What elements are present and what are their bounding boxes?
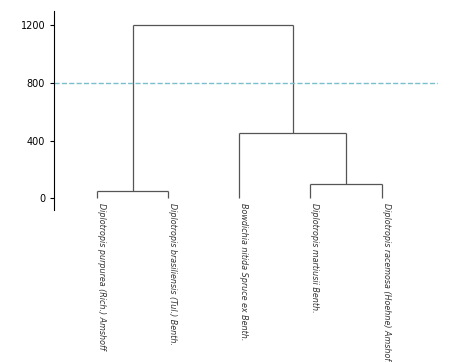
Text: Diplotropis martiusii Benth.: Diplotropis martiusii Benth. bbox=[310, 203, 319, 312]
Text: Bowdichia nitida Spruce ex Benth.: Bowdichia nitida Spruce ex Benth. bbox=[239, 203, 248, 340]
Text: Diplotropis brasiliensis (Tul.) Benth.: Diplotropis brasiliensis (Tul.) Benth. bbox=[168, 203, 177, 345]
Text: Diplotropis purpurea (Rich.) Amshoff: Diplotropis purpurea (Rich.) Amshoff bbox=[97, 203, 106, 349]
Text: Diplotropis racemosa (Hoehne) Amshoff: Diplotropis racemosa (Hoehne) Amshoff bbox=[381, 203, 390, 362]
